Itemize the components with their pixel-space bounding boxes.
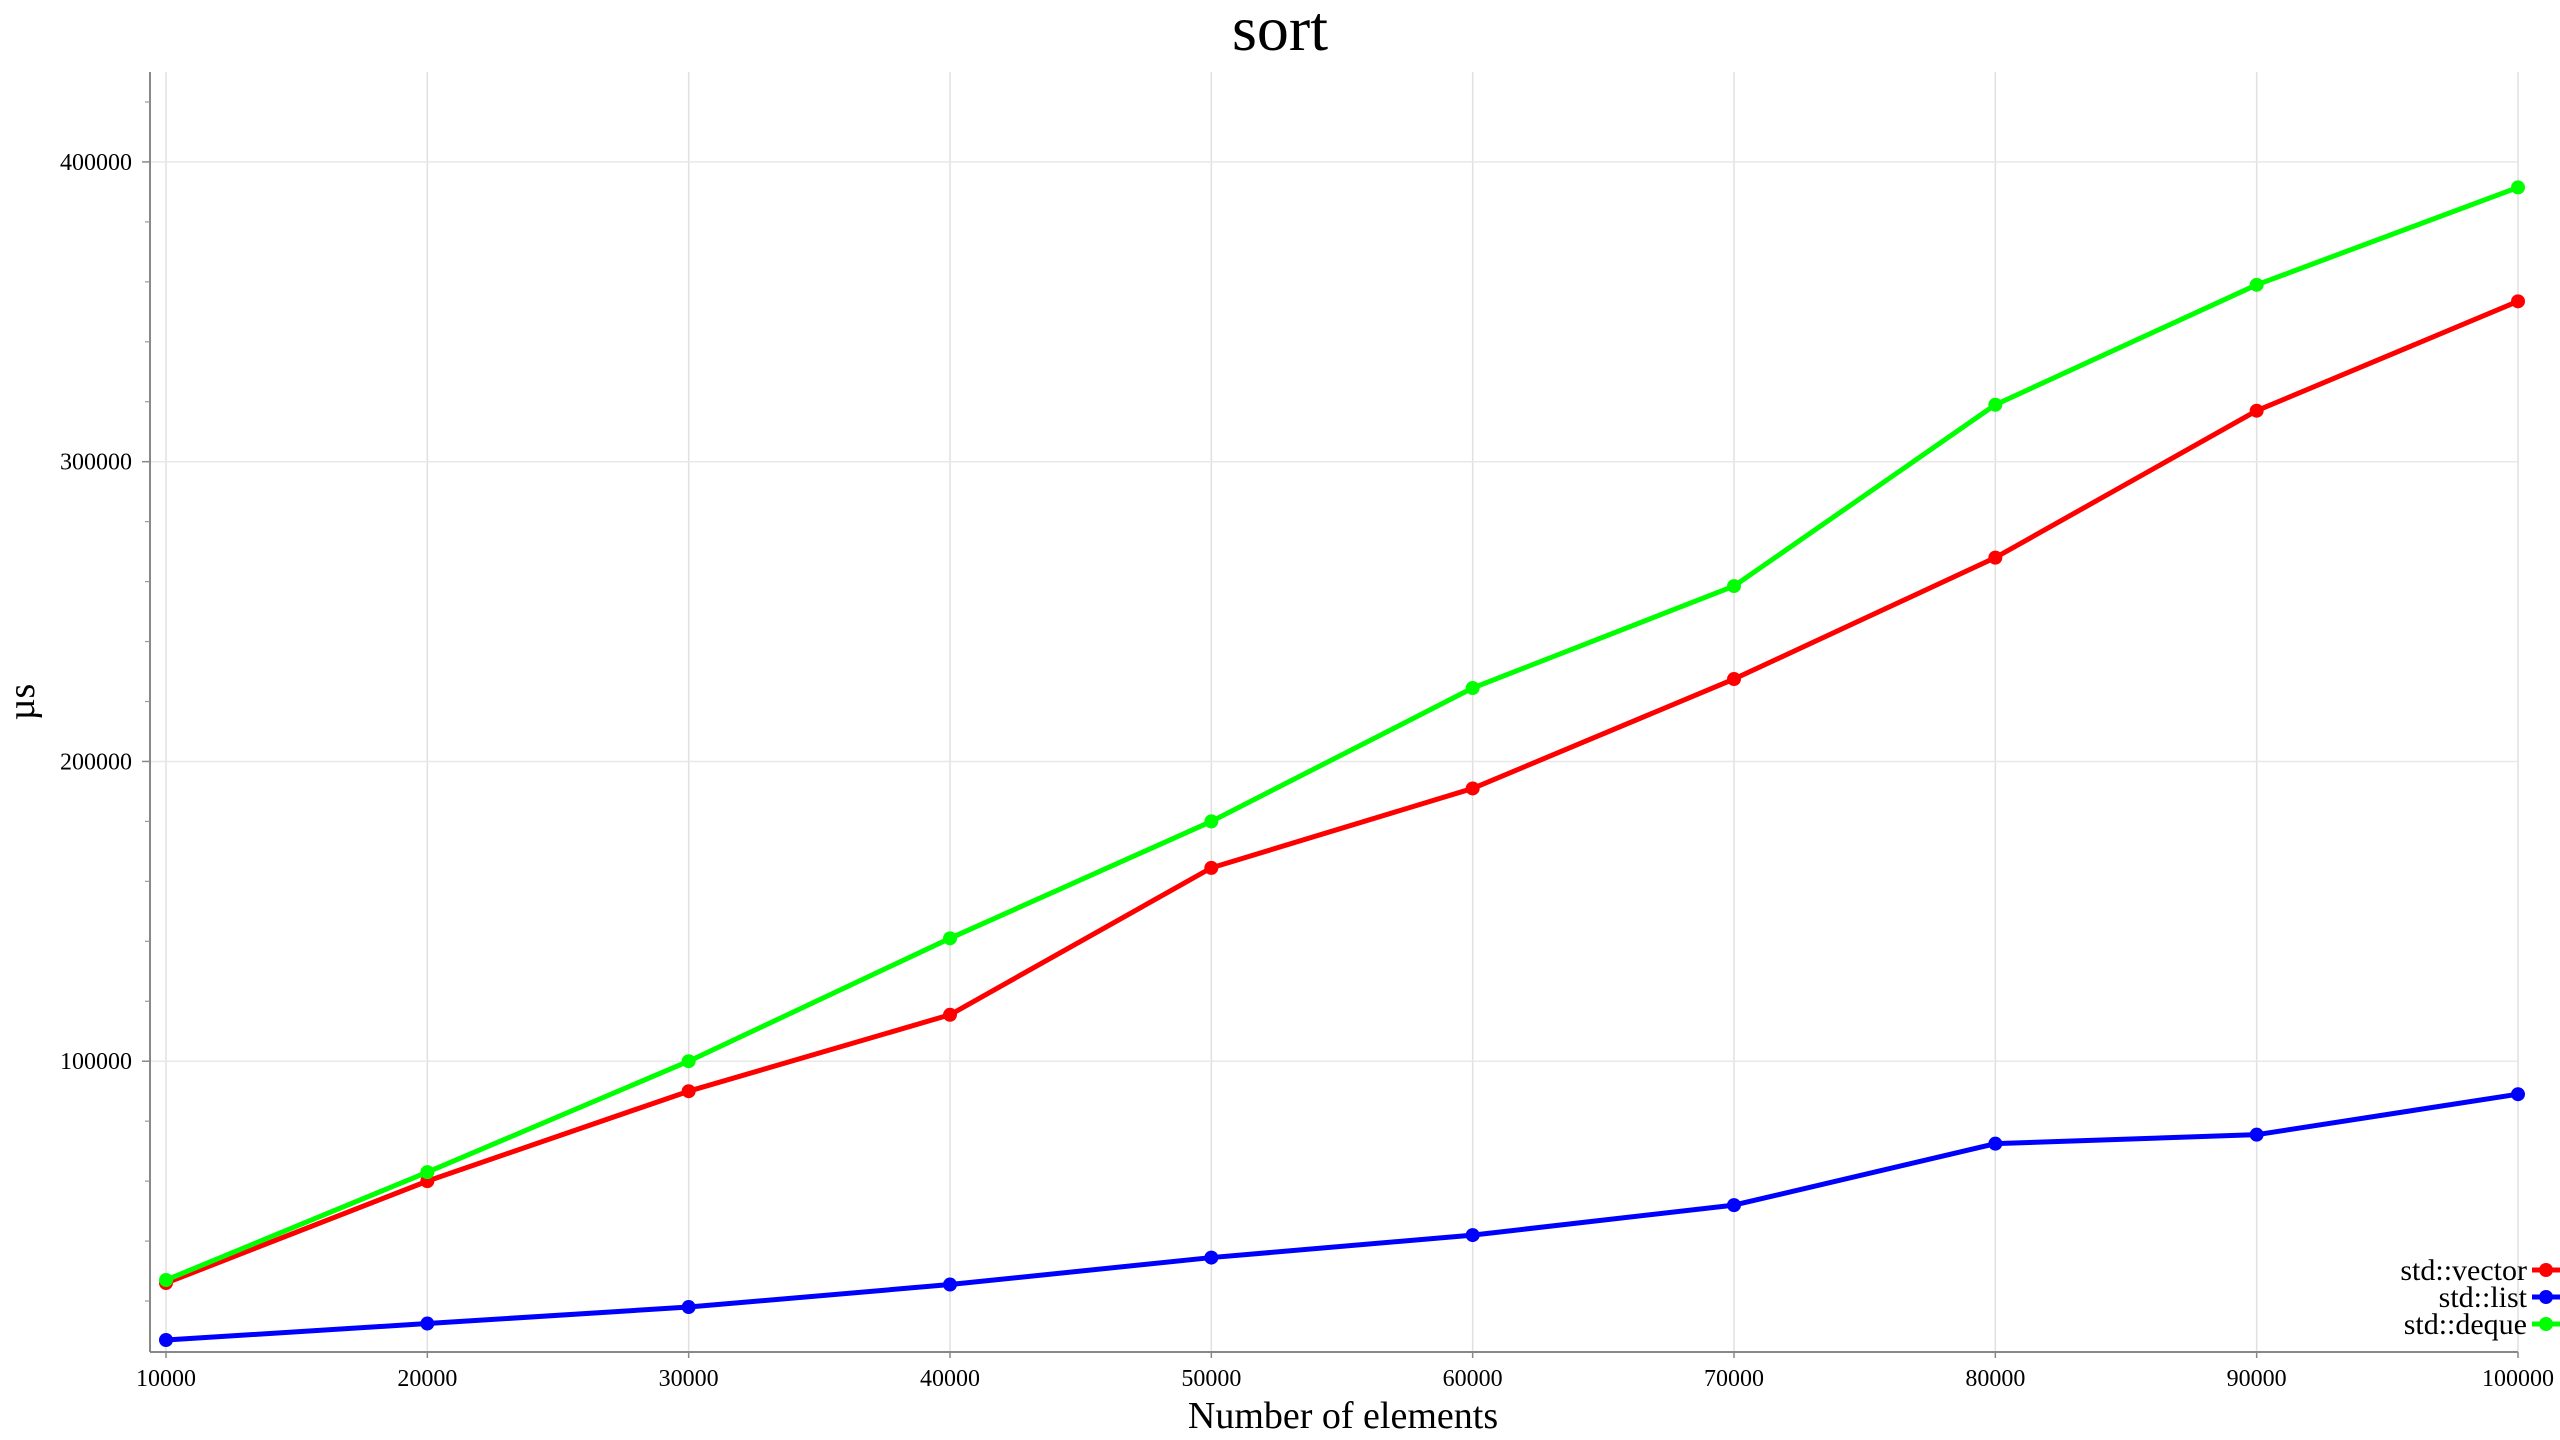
data-point-std-list bbox=[943, 1277, 957, 1292]
x-tick-label: 60000 bbox=[1443, 1366, 1503, 1392]
data-point-std-list bbox=[1988, 1136, 2003, 1151]
series-line-std-vector bbox=[165, 299, 2519, 1286]
data-point-std-deque bbox=[159, 1273, 173, 1288]
data-point-std-vector bbox=[681, 1084, 696, 1099]
data-point-std-deque bbox=[420, 1165, 435, 1180]
series-line-std-list bbox=[165, 1091, 2519, 1343]
y-ticks: 100000 200000 300000 400000 bbox=[60, 150, 150, 1075]
x-tick-label: 70000 bbox=[1704, 1366, 1764, 1392]
legend-marker-std-list bbox=[2539, 1290, 2553, 1304]
x-tick-label: 10000 bbox=[136, 1366, 196, 1392]
axes bbox=[149, 72, 2518, 1353]
y-tick-label: 200000 bbox=[60, 749, 132, 775]
data-point-std-vector bbox=[943, 1007, 957, 1022]
legend-marker-std-vector bbox=[2539, 1263, 2553, 1277]
x-tick-label: 30000 bbox=[659, 1366, 719, 1392]
data-point-std-deque bbox=[943, 931, 957, 946]
grid bbox=[150, 72, 2519, 1352]
data-point-std-list bbox=[1204, 1250, 1219, 1265]
series-std-vector bbox=[159, 294, 2525, 1291]
data-point-std-deque bbox=[681, 1054, 696, 1069]
y-tick-label: 100000 bbox=[60, 1049, 132, 1075]
data-point-std-list bbox=[681, 1300, 696, 1315]
series-std-deque bbox=[159, 180, 2525, 1288]
x-tick-label: 80000 bbox=[1965, 1366, 2025, 1392]
legend-label-std-list: std::list bbox=[2439, 1281, 2528, 1314]
x-axis-label: Number of elements bbox=[1188, 1395, 1498, 1437]
data-point-std-deque bbox=[2249, 277, 2264, 292]
data-point-std-deque bbox=[1465, 681, 1480, 696]
data-point-std-vector bbox=[2249, 403, 2264, 418]
x-tick-label: 40000 bbox=[920, 1366, 980, 1392]
data-point-std-list bbox=[2511, 1087, 2525, 1102]
data-point-std-vector bbox=[2511, 294, 2525, 309]
data-point-std-deque bbox=[1727, 579, 1741, 594]
chart-title: sort bbox=[1232, 0, 1328, 64]
series bbox=[159, 180, 2525, 1348]
data-point-std-list bbox=[420, 1316, 435, 1331]
data-point-std-deque bbox=[2511, 180, 2525, 195]
data-point-std-vector bbox=[1988, 550, 2003, 565]
x-ticks: 10000 20000 30000 40000 50000 60000 70000 80000… bbox=[136, 1352, 2554, 1392]
y-axis-label: µs bbox=[1, 684, 43, 721]
data-point-std-deque bbox=[1204, 814, 1219, 829]
data-point-std-vector bbox=[1204, 860, 1219, 875]
series-line-std-deque bbox=[165, 185, 2519, 1283]
y-tick-label: 300000 bbox=[60, 450, 132, 476]
x-tick-label: 100000 bbox=[2482, 1366, 2554, 1392]
legend-label-std-vector: std::vector bbox=[2400, 1254, 2527, 1287]
y-tick-label: 400000 bbox=[60, 150, 132, 176]
x-tick-label: 20000 bbox=[397, 1366, 457, 1392]
legend-label-std-deque: std::deque bbox=[2404, 1308, 2527, 1341]
series-std-list bbox=[159, 1087, 2525, 1348]
data-point-std-deque bbox=[1988, 397, 2003, 412]
y-minor-ticks bbox=[145, 101, 150, 1302]
data-point-std-list bbox=[1465, 1228, 1480, 1243]
x-tick-label: 90000 bbox=[2227, 1366, 2287, 1392]
data-point-std-vector bbox=[1465, 781, 1480, 796]
data-point-std-list bbox=[159, 1333, 173, 1348]
data-point-std-list bbox=[1727, 1198, 1741, 1213]
x-tick-label: 50000 bbox=[1181, 1366, 1241, 1392]
data-point-std-list bbox=[2249, 1127, 2264, 1142]
data-point-std-vector bbox=[1727, 672, 1741, 687]
legend-marker-std-deque bbox=[2539, 1317, 2553, 1331]
